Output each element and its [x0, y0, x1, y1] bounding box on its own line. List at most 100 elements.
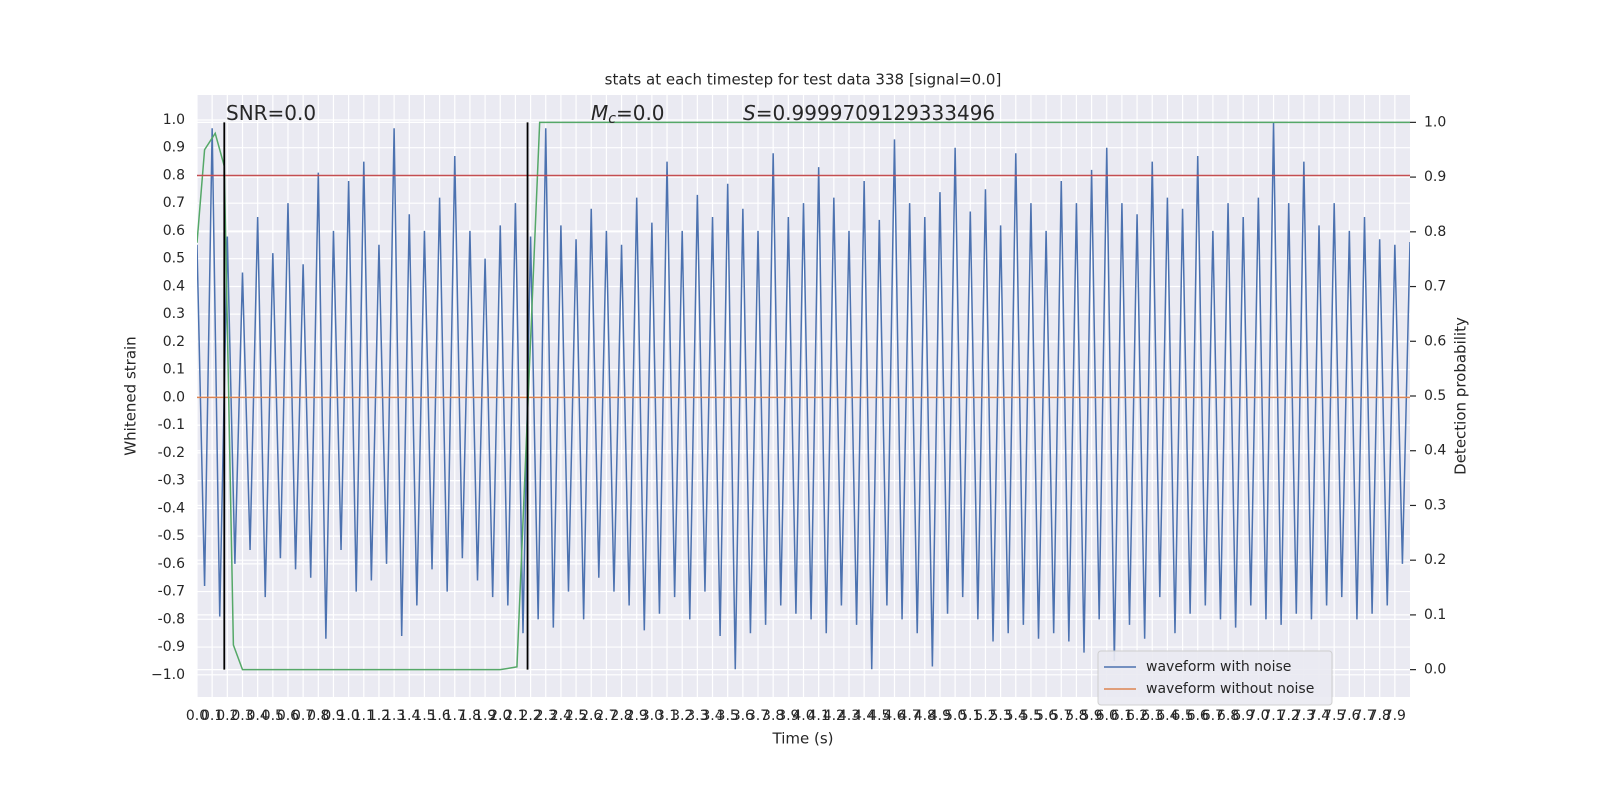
annotation-symbol: S: [743, 101, 756, 125]
y-tick-label: -0.6: [158, 556, 185, 572]
annotation-symbol: M: [591, 101, 608, 125]
x-tick-label: 4.2: [823, 708, 845, 724]
x-tick-label: 3.4: [701, 708, 723, 724]
x-tick-label: 2.9: [626, 708, 648, 724]
x-tick-label: 4.8: [914, 708, 936, 724]
x-tick-label: 5.9: [1080, 708, 1102, 724]
x-tick-label: 6.1: [1111, 708, 1133, 724]
y-axis-label: Whitened strain: [122, 336, 140, 455]
x-tick-label: 0.9: [322, 708, 344, 724]
y-tick-label: 0.5: [163, 251, 185, 267]
x-tick-label: 1.6: [428, 708, 450, 724]
x-tick-label: 4.5: [868, 708, 890, 724]
x-tick-label: 0.5: [262, 708, 284, 724]
x-tick-label: 3.5: [717, 708, 739, 724]
y2-tick-label: 0.8: [1424, 224, 1446, 240]
x-tick-label: 2.6: [580, 708, 602, 724]
x-tick-label: 7.9: [1384, 708, 1406, 724]
y2-tick-label: 0.3: [1424, 497, 1446, 513]
y2-tick-label: 0.6: [1424, 333, 1446, 349]
x-tick-label: 0.7: [292, 708, 314, 724]
x-tick-label: 7.1: [1262, 708, 1284, 724]
x-tick-label: 4.9: [929, 708, 951, 724]
x-tick-label: 4.3: [838, 708, 860, 724]
x-tick-label: 2.7: [595, 708, 617, 724]
x-tick-label: 5.1: [959, 708, 981, 724]
y-tick-label: 1.0: [163, 112, 185, 128]
y2-tick-label: 0.2: [1424, 552, 1446, 568]
x-tick-label: 7.4: [1308, 708, 1330, 724]
x-tick-label: 0.1: [201, 708, 223, 724]
x-tick-label: 2.0: [489, 708, 511, 724]
x-tick-label: 5.6: [1035, 708, 1057, 724]
x-tick-label: 6.0: [1096, 708, 1118, 724]
x-tick-label: 1.1: [353, 708, 375, 724]
x-tick-label: 3.2: [671, 708, 693, 724]
x-tick-label: 2.4: [550, 708, 572, 724]
legend-label: waveform with noise: [1146, 659, 1291, 675]
x-tick-label: 5.2: [974, 708, 996, 724]
x-tick-label: 7.5: [1323, 708, 1345, 724]
legend-label: waveform without noise: [1146, 681, 1314, 697]
y-tick-label: -0.5: [158, 528, 185, 544]
x-tick-label: 7.6: [1338, 708, 1360, 724]
x-tick-label: 6.8: [1217, 708, 1239, 724]
x-tick-label: 7.8: [1369, 708, 1391, 724]
x-tick-label: 0.0: [186, 708, 208, 724]
x-tick-label: 7.2: [1278, 708, 1300, 724]
x-tick-label: 1.3: [383, 708, 405, 724]
y2-tick-label: 0.5: [1424, 388, 1446, 404]
x-tick-label: 5.4: [1005, 708, 1027, 724]
x-tick-label: 7.0: [1247, 708, 1269, 724]
y-tick-label: 0.8: [163, 167, 185, 183]
x-tick-label: 5.3: [989, 708, 1011, 724]
x-tick-label: 6.4: [1156, 708, 1178, 724]
annotation-subscript: c: [608, 111, 616, 127]
y2-axis-label: Detection probability: [1452, 317, 1470, 475]
x-tick-label: 1.0: [337, 708, 359, 724]
y2-tick-label: 0.9: [1424, 169, 1446, 185]
x-tick-label: 2.3: [535, 708, 557, 724]
annotation: S=0.9999709129333496: [743, 101, 995, 125]
x-tick-label: 6.6: [1187, 708, 1209, 724]
x-tick-label: 1.2: [368, 708, 390, 724]
x-tick-label: 3.1: [656, 708, 678, 724]
x-tick-label: 0.4: [247, 708, 269, 724]
y-tick-label: 0.0: [163, 389, 185, 405]
x-tick-label: 4.4: [853, 708, 875, 724]
y-tick-label: -0.2: [158, 445, 185, 461]
y-tick-label: 0.2: [163, 334, 185, 350]
x-axis-label: Time (s): [772, 730, 834, 748]
x-tick-label: 1.7: [444, 708, 466, 724]
y-tick-label: 0.7: [163, 195, 185, 211]
y2-tick-label: 1.0: [1424, 114, 1446, 130]
x-tick-label: 0.6: [277, 708, 299, 724]
y-tick-label: 0.3: [163, 306, 185, 322]
x-tick-label: 4.0: [792, 708, 814, 724]
x-tick-label: 0.3: [231, 708, 253, 724]
x-tick-label: 7.7: [1353, 708, 1375, 724]
annotation: Mc=0.0: [591, 101, 665, 128]
y-tick-label: 0.4: [163, 278, 185, 294]
x-tick-label: 7.3: [1293, 708, 1315, 724]
y-tick-label: -0.4: [158, 500, 185, 516]
x-tick-label: 3.7: [747, 708, 769, 724]
y-tick-label: 0.1: [163, 362, 185, 378]
x-tick-label: 5.8: [1065, 708, 1087, 724]
annotation-text: =0.9999709129333496: [756, 101, 995, 125]
x-tick-label: 5.0: [944, 708, 966, 724]
x-tick-label: 2.1: [504, 708, 526, 724]
x-tick-label: 1.8: [459, 708, 481, 724]
x-tick-label: 3.9: [777, 708, 799, 724]
y2-tick-label: 0.4: [1424, 443, 1446, 459]
annotation: SNR=0.0: [226, 101, 316, 125]
x-tick-label: 5.5: [1020, 708, 1042, 724]
y-tick-label: 0.6: [163, 223, 185, 239]
x-tick-label: 6.9: [1232, 708, 1254, 724]
x-tick-label: 3.6: [732, 708, 754, 724]
x-tick-label: 4.7: [899, 708, 921, 724]
x-tick-label: 1.5: [413, 708, 435, 724]
x-tick-label: 4.6: [883, 708, 905, 724]
